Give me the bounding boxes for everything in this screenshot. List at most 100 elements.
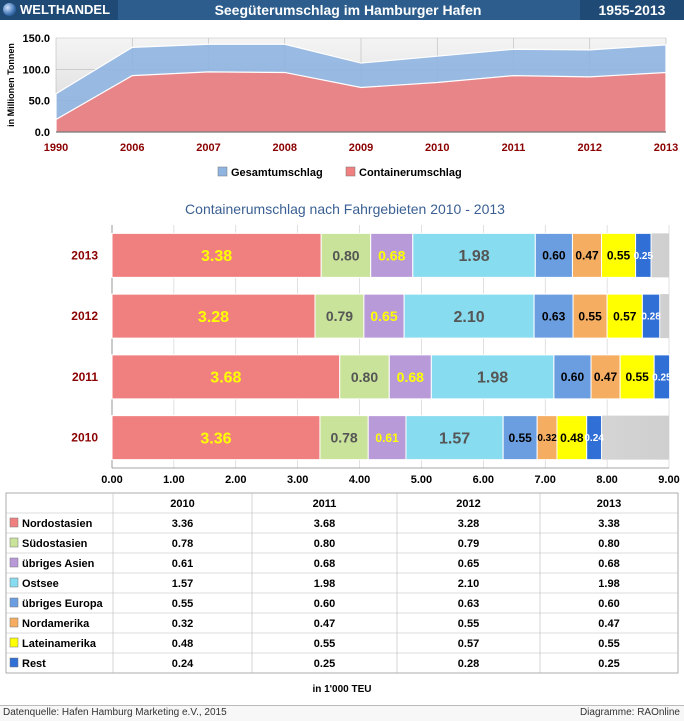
header-section-label: WELTHANDEL <box>0 0 118 20</box>
area-x-tick-label: 2006 <box>120 142 144 154</box>
bar-x-tick-label: 2.00 <box>225 474 246 486</box>
data-table-cell: 0.78 <box>172 538 193 550</box>
area-x-tick-label: 2009 <box>349 142 373 154</box>
bar-data-label: 3.36 <box>200 430 231 447</box>
footer: Datenquelle: Hafen Hamburg Marketing e.V… <box>0 705 684 721</box>
bar-data-label: 0.78 <box>330 430 357 446</box>
data-table-cell: 0.65 <box>458 558 479 570</box>
data-table-cell: 2.10 <box>458 578 479 590</box>
bar-category-label: 2012 <box>71 309 98 323</box>
bar-segment <box>314 293 365 339</box>
bar-data-label: 0.80 <box>351 369 378 385</box>
bar-data-label: 0.68 <box>378 247 405 263</box>
bar-data-label: 0.61 <box>375 431 399 445</box>
data-table-legend-key <box>9 657 19 668</box>
bar-segment <box>590 354 621 400</box>
bar-segment <box>502 415 538 461</box>
bar-x-tick-label: 3.00 <box>287 474 308 486</box>
data-table-border <box>5 492 679 674</box>
bar-data-label: 1.98 <box>477 370 508 387</box>
data-table-row-label: übriges Asien <box>22 558 95 570</box>
data-table-cell: 0.63 <box>458 598 479 610</box>
bar-data-label: 0.57 <box>613 309 637 323</box>
data-table-cell: 0.28 <box>458 658 479 670</box>
bar-data-label: 0.79 <box>326 308 353 324</box>
bar-x-tick-label: 1.00 <box>163 474 184 486</box>
area-x-tick-label: 2013 <box>654 142 678 154</box>
data-table-cell: 0.68 <box>314 558 335 570</box>
data-table-cell: 0.79 <box>458 538 479 550</box>
bar-data-label: 0.60 <box>542 249 566 263</box>
data-table-cell: 0.25 <box>598 658 619 670</box>
data-table-cell: 3.28 <box>458 518 479 530</box>
bar-data-label: 0.55 <box>625 370 649 384</box>
header-left-text: WELTHANDEL <box>20 2 111 17</box>
bar-data-label: 0.47 <box>575 249 599 263</box>
bar-data-label: 0.55 <box>607 249 631 263</box>
data-table-legend-key <box>9 537 19 548</box>
footer-credit: Diagramme: RAOnline <box>579 707 680 718</box>
bar-data-label: 0.60 <box>561 370 585 384</box>
bar-segment <box>319 415 369 461</box>
bar-segment <box>412 232 536 278</box>
bar-data-label: 2.10 <box>454 309 485 326</box>
footer-source: Datenquelle: Hafen Hamburg Marketing e.V… <box>3 707 227 718</box>
data-table-cell: 0.55 <box>598 638 619 650</box>
area-y-tick-label: 150.0 <box>22 33 50 45</box>
data-table-cell: 0.68 <box>598 558 619 570</box>
data-table-cell: 0.32 <box>172 618 193 630</box>
bar-x-tick-label: 5.00 <box>411 474 432 486</box>
bar-segment <box>601 232 637 278</box>
data-table-cell: 0.55 <box>172 598 193 610</box>
bar-segment <box>405 415 504 461</box>
data-table-cell: 3.68 <box>314 518 335 530</box>
bar-segment <box>370 232 414 278</box>
data-table-legend-key <box>9 577 19 588</box>
bar-segment <box>339 354 390 400</box>
bar-x-tick-label: 6.00 <box>473 474 494 486</box>
table-unit: in 1'000 TEU <box>312 684 372 695</box>
bar-segment <box>111 293 316 339</box>
bar-data-label: 0.55 <box>508 431 532 445</box>
bar-data-label: 3.68 <box>210 370 241 387</box>
bar-segment <box>533 293 574 339</box>
data-table-row-label: Ostsee <box>22 578 59 590</box>
data-table-cell: 0.24 <box>172 658 194 670</box>
data-table-row-label: Lateinamerika <box>22 638 97 650</box>
bar-data-label: 0.68 <box>397 369 424 385</box>
area-x-tick-label: 1990 <box>44 142 68 154</box>
area-x-tick-label: 2007 <box>196 142 220 154</box>
bar-segment <box>403 293 535 339</box>
bar-segment <box>572 293 608 339</box>
data-table-header-cell: 2012 <box>456 498 480 510</box>
data-table-cell: 3.36 <box>172 518 193 530</box>
bar-data-label: 0.25 <box>634 251 654 262</box>
globe-icon <box>3 3 16 17</box>
data-table-header-cell: 2010 <box>170 498 194 510</box>
area-y-axis-label: in Millionen Tonnen <box>6 43 16 127</box>
bar-segment <box>111 354 341 400</box>
bar-segment <box>534 232 573 278</box>
area-x-tick-label: 2008 <box>273 142 297 154</box>
bar-segment <box>586 415 603 461</box>
bar-x-tick-label: 4.00 <box>349 474 370 486</box>
data-table-cell: 3.38 <box>598 518 619 530</box>
data-table-legend-key <box>9 637 19 648</box>
bar-x-tick-label: 0.00 <box>101 474 122 486</box>
legend-swatch <box>345 166 356 177</box>
data-table-header-cell: 2011 <box>313 498 337 510</box>
header-period: 1955-2013 <box>580 0 684 20</box>
bar-segment <box>430 354 555 400</box>
bar-segment <box>619 354 655 400</box>
bar-segment <box>111 232 322 278</box>
bar-data-label: 0.80 <box>332 247 359 263</box>
bar-x-tick-label: 9.00 <box>658 474 679 486</box>
area-x-tick-label: 2012 <box>578 142 602 154</box>
data-table-row-label: Rest <box>22 658 46 670</box>
data-table-legend-key <box>9 597 19 608</box>
bar-category-label: 2011 <box>72 370 98 384</box>
data-table-row-label: Nordamerika <box>22 618 90 630</box>
bar-category-label: 2013 <box>71 248 98 262</box>
bar-x-tick-label: 7.00 <box>535 474 556 486</box>
data-table-cell: 0.80 <box>314 538 335 550</box>
